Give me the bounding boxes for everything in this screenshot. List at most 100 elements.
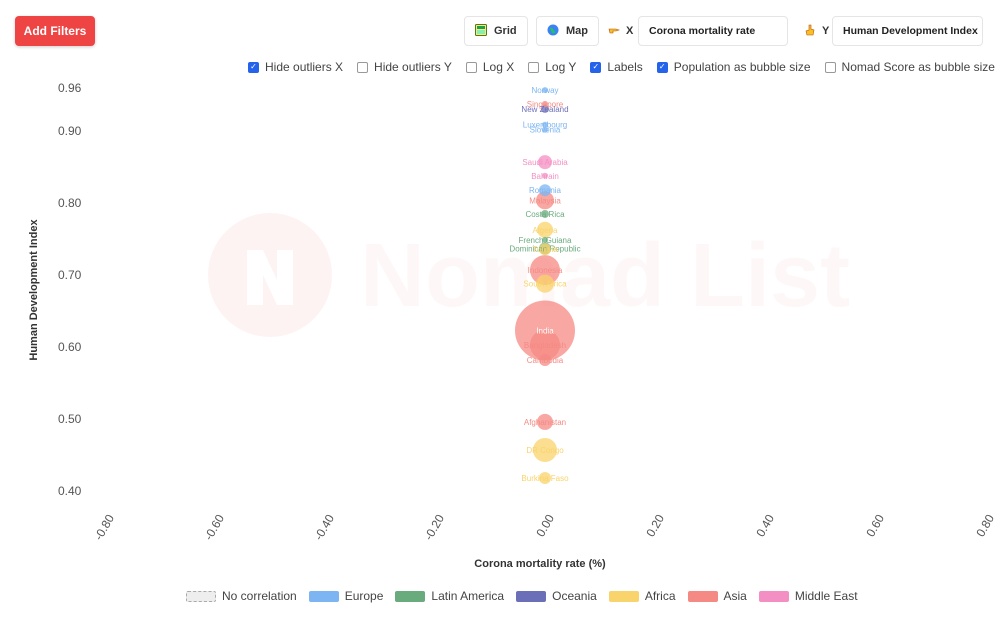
legend-label: Asia [723, 589, 747, 603]
legend-swatch [186, 590, 216, 602]
checkbox[interactable] [357, 61, 369, 73]
data-point-label: Dominican Republic [509, 244, 580, 253]
legend-label: Europe [344, 589, 384, 603]
data-point[interactable] [541, 104, 549, 113]
data-point[interactable] [537, 221, 553, 238]
data-point-label: Cambodia [527, 356, 564, 365]
y-axis-select[interactable]: Human Development Index [832, 16, 983, 46]
data-point-label: Indonesia [528, 266, 563, 275]
option-hide-outliers-y[interactable]: Hide outliers Y [357, 60, 452, 74]
data-point-label: Afghanistan [524, 418, 566, 427]
legend-item-europe[interactable]: Europe [308, 589, 384, 603]
data-point[interactable] [533, 437, 557, 462]
data-point-label: French Guiana [519, 236, 572, 245]
option-label: Population as bubble size [673, 60, 811, 74]
legend-label: Africa [644, 589, 676, 603]
data-point[interactable] [530, 329, 560, 360]
map-view-label: Map [566, 25, 588, 37]
data-point-label: Luxembourg [523, 121, 567, 130]
data-point[interactable] [542, 121, 548, 128]
option-hide-outliers-x[interactable]: ✓ Hide outliers X [248, 60, 343, 74]
option-log-x[interactable]: Log X [465, 60, 515, 74]
x-axis-prefix: X [608, 16, 633, 46]
data-point[interactable] [542, 236, 548, 243]
grid-view-button[interactable]: Grid [464, 16, 528, 46]
data-point-label: New Zealand [521, 105, 568, 114]
y-tick-label: 0.50 [58, 412, 82, 427]
data-point-label: Costa Rica [525, 210, 565, 219]
add-filters-button[interactable]: Add Filters [15, 16, 95, 46]
legend-item-latin-america[interactable]: Latin America [395, 589, 504, 603]
data-point-label: Norway [531, 86, 558, 95]
option-label: Log X [482, 60, 515, 74]
data-point[interactable] [542, 126, 548, 133]
grid-icon [475, 23, 487, 39]
legend-label: Latin America [431, 589, 505, 603]
y-tick-label: 0.80 [58, 196, 82, 211]
x-axis-value: Corona mortality rate [649, 25, 756, 37]
checkbox[interactable]: ✓ [248, 61, 259, 73]
x-axis-select[interactable]: Corona mortality rate [638, 16, 788, 46]
legend-swatch [395, 590, 426, 602]
y-tick-label: 0.60 [58, 340, 82, 355]
data-point[interactable] [539, 243, 551, 256]
legend: No correlation Europe Latin America Ocea… [186, 589, 862, 603]
legend-label: Oceania [552, 589, 597, 603]
data-point[interactable] [542, 100, 548, 107]
data-point-label: Slovenia [530, 126, 561, 135]
data-point[interactable] [539, 472, 551, 485]
legend-label: No correlation [222, 589, 297, 603]
data-point[interactable] [539, 354, 551, 367]
legend-swatch [608, 590, 639, 602]
data-point[interactable] [541, 209, 549, 218]
option-label: Hide outliers Y [374, 60, 452, 74]
data-point-label: Singapore [527, 100, 564, 109]
y-axis-value: Human Development Index [843, 25, 978, 37]
legend-item-oceania[interactable]: Oceania [516, 589, 597, 603]
data-point-label: South Africa [523, 280, 567, 289]
checkbox[interactable]: ✓ [656, 61, 668, 73]
x-axis-title: Corona mortality rate (%) [474, 558, 606, 570]
legend-swatch [308, 590, 339, 602]
legend-item-no-correlation[interactable]: No correlation [186, 589, 297, 603]
data-point-label: Tunisia [532, 245, 558, 254]
legend-label: Middle East [794, 589, 858, 603]
y-tick-label: 0.70 [58, 268, 82, 283]
x-axis-letter: X [626, 25, 634, 37]
legend-item-asia[interactable]: Asia [687, 589, 747, 603]
option-label: Nomad Score as bubble size [841, 60, 995, 74]
checkbox[interactable]: ✓ [590, 61, 602, 73]
chart-options: ✓ Hide outliers X Hide outliers Y Log X L… [248, 60, 995, 74]
y-tick-label: 0.96 [58, 81, 82, 95]
data-point[interactable] [536, 191, 554, 210]
data-point[interactable] [539, 184, 551, 197]
data-point-label: Burkina Faso [521, 474, 569, 483]
checkbox[interactable] [465, 61, 477, 73]
pointing-right-icon [608, 24, 620, 39]
data-point[interactable] [538, 155, 552, 170]
option-log-y[interactable]: Log Y [528, 60, 576, 74]
data-point[interactable] [537, 413, 553, 430]
data-point-label: Algeria [533, 226, 558, 235]
y-tick-label: 0.40 [58, 484, 82, 498]
option-population-bubble[interactable]: ✓ Population as bubble size [656, 60, 811, 74]
data-point-label: India [536, 327, 554, 336]
data-point[interactable] [530, 255, 560, 286]
data-point-label: Saudi Arabia [522, 158, 568, 167]
map-view-button[interactable]: Map [536, 16, 599, 46]
data-point[interactable] [542, 87, 548, 94]
data-point[interactable] [542, 172, 548, 179]
data-point-label: Malaysia [529, 196, 561, 205]
data-point-label: Romania [529, 186, 562, 195]
y-axis-prefix: Y [804, 16, 829, 46]
data-point[interactable] [536, 274, 554, 293]
checkbox[interactable] [824, 61, 836, 73]
data-point-label: Bahrain [531, 172, 559, 181]
option-labels[interactable]: ✓ Labels [590, 60, 643, 74]
legend-item-middle-east[interactable]: Middle East [758, 589, 858, 603]
y-tick-label: 0.90 [58, 124, 82, 139]
checkbox[interactable] [528, 61, 540, 73]
legend-item-africa[interactable]: Africa [608, 589, 676, 603]
option-nomad-score-bubble[interactable]: Nomad Score as bubble size [824, 60, 995, 74]
